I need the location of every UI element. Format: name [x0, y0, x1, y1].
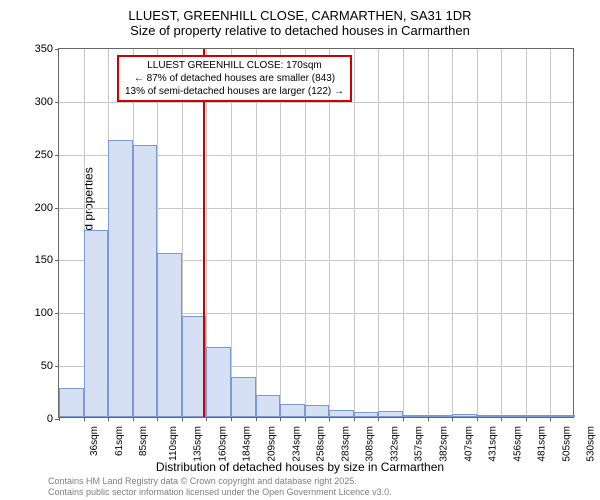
x-tick-mark — [108, 417, 109, 421]
y-tick-label: 50 — [41, 360, 59, 372]
x-tick-label: 135sqm — [193, 426, 204, 462]
histogram-bar — [133, 145, 158, 417]
x-tick-mark — [354, 417, 355, 421]
y-tick-label: 300 — [35, 96, 59, 108]
x-gridline — [501, 49, 502, 417]
x-tick-mark — [256, 417, 257, 421]
x-gridline — [550, 49, 551, 417]
histogram-bar — [59, 388, 84, 417]
histogram-bar — [452, 414, 477, 417]
x-axis-label: Distribution of detached houses by size … — [0, 460, 600, 474]
y-tick-label: 350 — [35, 43, 59, 55]
histogram-bar — [157, 253, 182, 417]
x-gridline — [378, 49, 379, 417]
x-tick-mark — [329, 417, 330, 421]
histogram-bar — [84, 230, 109, 417]
histogram-bar — [280, 404, 305, 417]
chart-container: LLUEST, GREENHILL CLOSE, CARMARTHEN, SA3… — [0, 0, 600, 500]
x-tick-mark — [280, 417, 281, 421]
x-tick-label: 431sqm — [488, 426, 499, 462]
x-tick-label: 184sqm — [242, 426, 253, 462]
y-tick-label: 250 — [35, 149, 59, 161]
histogram-bar — [256, 395, 281, 417]
x-tick-mark — [477, 417, 478, 421]
y-tick-label: 100 — [35, 307, 59, 319]
histogram-bar — [378, 411, 403, 417]
x-tick-label: 110sqm — [168, 426, 179, 461]
annotation-box: LLUEST GREENHILL CLOSE: 170sqm← 87% of d… — [117, 55, 352, 102]
x-tick-label: 505sqm — [561, 426, 572, 462]
x-gridline — [428, 49, 429, 417]
x-gridline — [329, 49, 330, 417]
y-tick-label: 150 — [35, 254, 59, 266]
x-tick-mark — [84, 417, 85, 421]
histogram-bar — [526, 415, 551, 417]
x-tick-mark — [231, 417, 232, 421]
x-tick-label: 61sqm — [114, 426, 125, 456]
histogram-bar — [305, 405, 330, 417]
chart-subtitle: Size of property relative to detached ho… — [0, 23, 600, 42]
x-tick-mark — [550, 417, 551, 421]
x-tick-mark — [133, 417, 134, 421]
x-gridline — [354, 49, 355, 417]
x-tick-label: 308sqm — [365, 426, 376, 462]
x-tick-label: 209sqm — [267, 426, 278, 462]
x-gridline — [477, 49, 478, 417]
x-tick-mark — [378, 417, 379, 421]
x-tick-mark — [501, 417, 502, 421]
plot-area: 05010015020025030035036sqm61sqm85sqm110s… — [58, 48, 574, 418]
x-tick-label: 258sqm — [316, 426, 327, 462]
chart-title: LLUEST, GREENHILL CLOSE, CARMARTHEN, SA3… — [0, 0, 600, 23]
x-tick-label: 234sqm — [291, 426, 302, 462]
x-gridline — [452, 49, 453, 417]
annotation-line: LLUEST GREENHILL CLOSE: 170sqm — [125, 59, 344, 72]
x-tick-label: 456sqm — [512, 426, 523, 462]
x-tick-mark — [428, 417, 429, 421]
x-tick-label: 481sqm — [537, 426, 548, 462]
x-gridline — [526, 49, 527, 417]
x-tick-label: 407sqm — [463, 426, 474, 462]
histogram-bar — [550, 415, 575, 417]
x-tick-label: 36sqm — [89, 426, 100, 456]
x-gridline — [280, 49, 281, 417]
x-tick-mark — [452, 417, 453, 421]
x-gridline — [305, 49, 306, 417]
x-tick-label: 382sqm — [439, 426, 450, 462]
x-gridline — [231, 49, 232, 417]
x-tick-label: 332sqm — [389, 426, 400, 462]
histogram-bar — [108, 140, 133, 417]
x-gridline — [403, 49, 404, 417]
y-tick-label: 0 — [47, 413, 59, 425]
footer-text: Contains HM Land Registry data © Crown c… — [48, 476, 392, 498]
histogram-bar — [231, 377, 256, 417]
x-tick-mark — [157, 417, 158, 421]
x-tick-label: 530sqm — [586, 426, 597, 462]
x-tick-label: 85sqm — [138, 426, 149, 456]
histogram-bar — [428, 415, 453, 417]
property-marker-line — [203, 49, 205, 417]
histogram-bar — [329, 410, 354, 417]
x-tick-mark — [206, 417, 207, 421]
x-tick-mark — [403, 417, 404, 421]
histogram-bar — [477, 415, 502, 417]
histogram-bar — [354, 412, 379, 417]
x-tick-mark — [59, 417, 60, 421]
footer-line-1: Contains HM Land Registry data © Crown c… — [48, 476, 392, 487]
y-tick-label: 200 — [35, 202, 59, 214]
histogram-bar — [206, 347, 231, 417]
x-tick-mark — [526, 417, 527, 421]
footer-line-2: Contains public sector information licen… — [48, 487, 392, 498]
histogram-bar — [501, 415, 526, 417]
annotation-line: 13% of semi-detached houses are larger (… — [125, 85, 344, 98]
x-tick-mark — [182, 417, 183, 421]
histogram-bar — [403, 415, 428, 417]
x-tick-label: 357sqm — [414, 426, 425, 462]
x-tick-mark — [305, 417, 306, 421]
x-tick-label: 283sqm — [340, 426, 351, 462]
x-gridline — [256, 49, 257, 417]
annotation-line: ← 87% of detached houses are smaller (84… — [125, 72, 344, 85]
x-tick-label: 160sqm — [217, 426, 228, 462]
